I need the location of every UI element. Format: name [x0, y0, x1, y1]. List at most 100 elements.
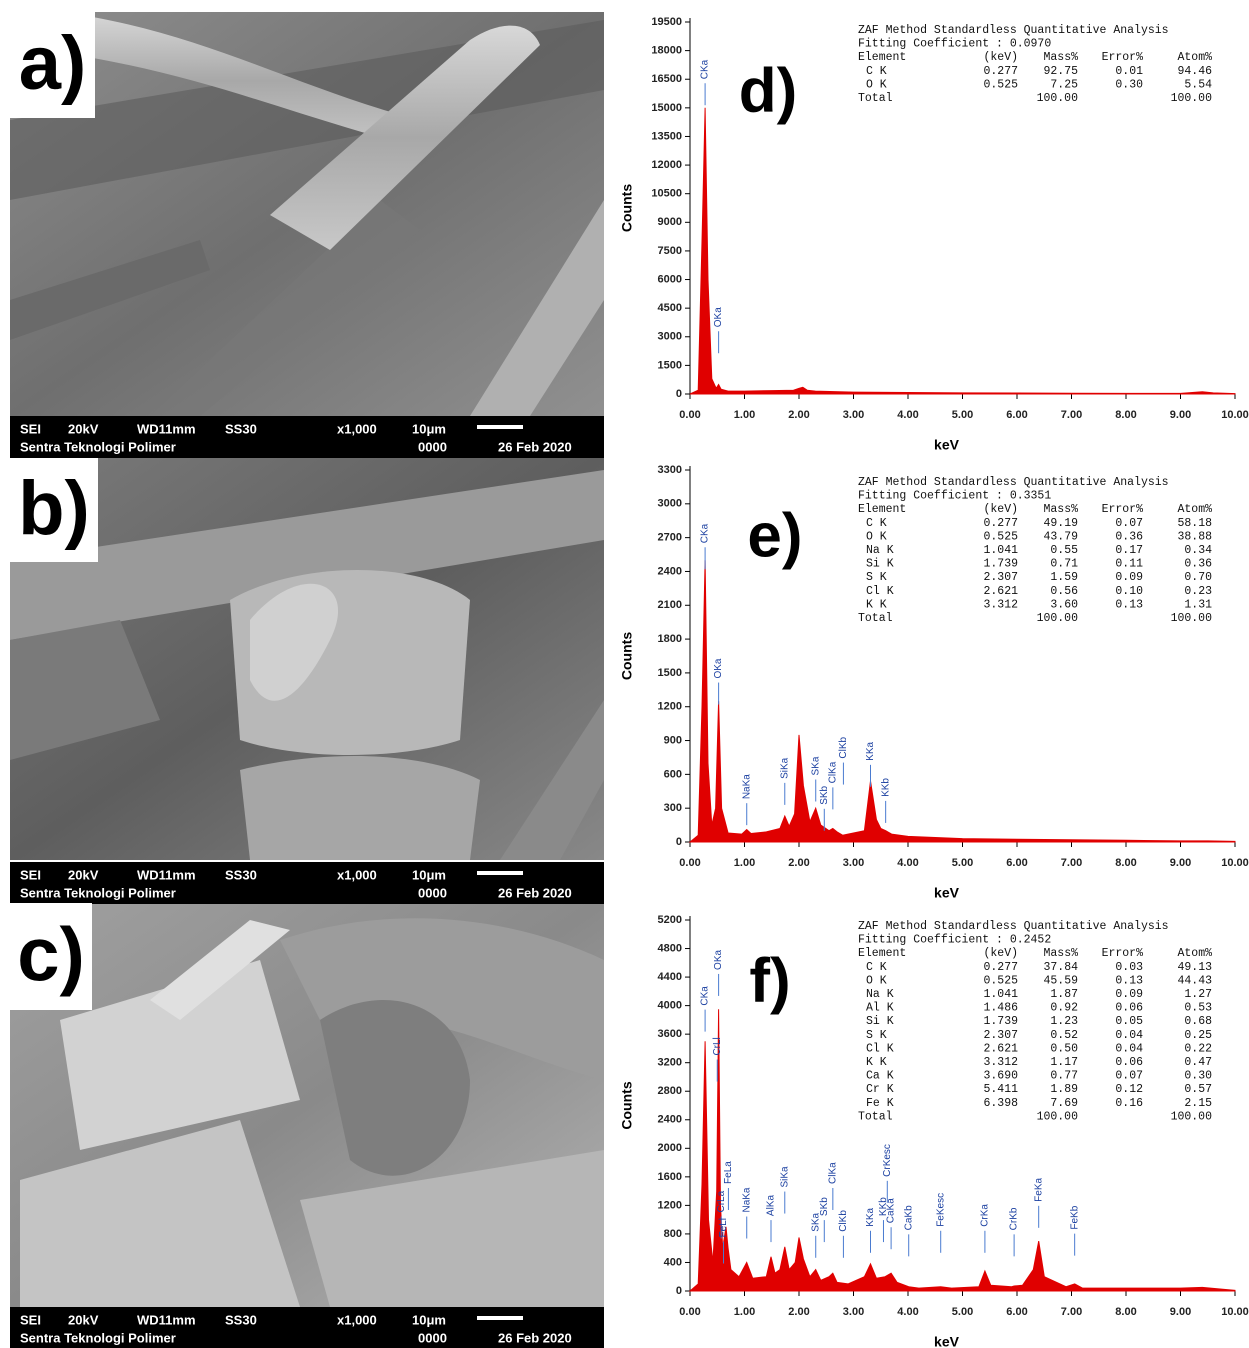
y-tick-label: 3600: [658, 1028, 682, 1040]
y-tick-label: 2100: [658, 599, 682, 611]
y-tick-label: 3000: [658, 498, 682, 510]
y-tick-label: 15000: [651, 102, 682, 114]
table-header: Mass%: [1043, 51, 1078, 64]
y-tick-label: 12000: [651, 159, 682, 171]
table-cell: 92.75: [1043, 65, 1078, 78]
table-cell: 0.07: [1115, 1070, 1143, 1083]
peak-label: FeLa: [723, 1161, 734, 1184]
table-title: ZAF Method Standardless Quantitative Ana…: [858, 476, 1169, 489]
x-tick-label: 8.00: [1115, 857, 1136, 869]
table-header: Element: [858, 51, 906, 64]
table-cell: 0.55: [1050, 544, 1078, 557]
y-tick-label: 9000: [658, 216, 682, 228]
table-cell: 1.17: [1050, 1056, 1078, 1069]
table-cell: 0.34: [1184, 544, 1212, 557]
x-tick-label: 8.00: [1115, 1306, 1136, 1318]
x-tick-label: 7.00: [1061, 857, 1082, 869]
table-cell: 3.60: [1050, 598, 1078, 611]
table-cell: 0.30: [1184, 1070, 1212, 1083]
y-tick-label: 2400: [658, 565, 682, 577]
x-tick-label: 6.00: [1006, 1306, 1027, 1318]
table-cell: 49.13: [1177, 961, 1212, 974]
table-cell: 58.18: [1177, 517, 1212, 530]
table-header: Mass%: [1043, 947, 1078, 960]
eds-chart: 0300600900120015001800210024002700300033…: [619, 464, 1249, 901]
peak-label: ClKa: [827, 761, 838, 783]
table-fitting: Fitting Coefficient : 0.0970: [858, 38, 1051, 51]
y-tick-label: 19500: [651, 16, 682, 28]
x-tick-label: 6.00: [1006, 409, 1027, 421]
info-text: 20kV: [68, 1312, 99, 1327]
y-tick-label: 1500: [658, 359, 682, 371]
y-tick-label: 4500: [658, 302, 682, 314]
x-tick-label: 9.00: [1170, 1306, 1191, 1318]
peak-label: FeLl: [718, 1218, 729, 1237]
table-cell: 0.92: [1050, 1002, 1078, 1015]
table-header: Element: [858, 947, 906, 960]
table-cell: 0.13: [1115, 974, 1143, 987]
peak-label: FeKb: [1069, 1205, 1080, 1229]
y-tick-label: 2700: [658, 532, 682, 544]
table-cell: 1.59: [1050, 571, 1078, 584]
y-tick-label: 13500: [651, 130, 682, 142]
peak-label: CrKa: [980, 1204, 991, 1227]
peak-label: SKa: [810, 756, 821, 775]
table-header: Mass%: [1043, 503, 1078, 516]
y-tick-label: 2400: [658, 1114, 682, 1126]
table-total: 100.00: [1037, 92, 1079, 105]
table-total: 100.00: [1037, 1110, 1079, 1123]
y-tick-label: 4800: [658, 942, 682, 954]
x-tick-label: 1.00: [734, 857, 755, 869]
table-fitting: Fitting Coefficient : 0.3351: [858, 490, 1051, 503]
spectrum: [690, 560, 1235, 842]
peak-label: CrKb: [1009, 1207, 1020, 1230]
y-tick-label: 4000: [658, 1000, 682, 1012]
table-cell: Fe K: [866, 1097, 894, 1110]
table-cell: 0.10: [1115, 585, 1143, 598]
peak-label: CaKb: [903, 1205, 914, 1230]
table-cell: S K: [866, 1029, 887, 1042]
table-cell: 0.04: [1115, 1029, 1143, 1042]
table-total: Total: [858, 612, 893, 625]
table-cell: 3.312: [983, 598, 1018, 611]
table-cell: 0.525: [983, 974, 1018, 987]
table-cell: Al K: [866, 1002, 894, 1015]
table-header: (keV): [983, 947, 1018, 960]
info-text: SS30: [225, 1312, 257, 1327]
x-tick-label: 7.00: [1061, 409, 1082, 421]
y-tick-label: 3000: [658, 331, 682, 343]
table-cell: 0.09: [1115, 988, 1143, 1001]
info-text: WD11mm: [137, 1312, 196, 1327]
table-cell: 3.312: [983, 1056, 1018, 1069]
table-total: Total: [858, 92, 893, 105]
peak-label: CKa: [700, 59, 711, 79]
panel-label: d): [739, 56, 798, 125]
table-cell: 1.27: [1184, 988, 1212, 1001]
info-text: 10μm: [412, 421, 446, 436]
table-cell: 0.53: [1184, 1002, 1212, 1015]
figure: a)SEI20kVWD11mmSS30x1,00010μmSentra Tekn…: [0, 0, 1249, 1348]
x-tick-label: 7.00: [1061, 1306, 1082, 1318]
table-cell: 0.47: [1184, 1056, 1212, 1069]
table-cell: Ca K: [866, 1070, 894, 1083]
table-cell: 0.56: [1050, 585, 1078, 598]
x-tick-label: 3.00: [843, 857, 864, 869]
peak-label: CaKa: [886, 1198, 897, 1223]
table-cell: 0.525: [983, 530, 1018, 543]
x-tick-label: 1.00: [734, 1306, 755, 1318]
table-cell: 0.52: [1050, 1029, 1078, 1042]
info-text: 10μm: [412, 1312, 446, 1327]
y-tick-label: 0: [676, 388, 682, 400]
x-tick-label: 4.00: [897, 1306, 918, 1318]
y-tick-label: 7500: [658, 245, 682, 257]
y-tick-label: 18000: [651, 45, 682, 57]
table-cell: 44.43: [1177, 974, 1212, 987]
table-cell: 0.05: [1115, 1015, 1143, 1028]
info-text: x1,000: [337, 1312, 377, 1327]
info-text: 20kV: [68, 867, 99, 882]
table-cell: Si K: [866, 558, 894, 571]
sem-image: [10, 458, 604, 860]
table-cell: C K: [866, 517, 887, 530]
y-tick-label: 6000: [658, 273, 682, 285]
table-cell: Na K: [866, 544, 894, 557]
